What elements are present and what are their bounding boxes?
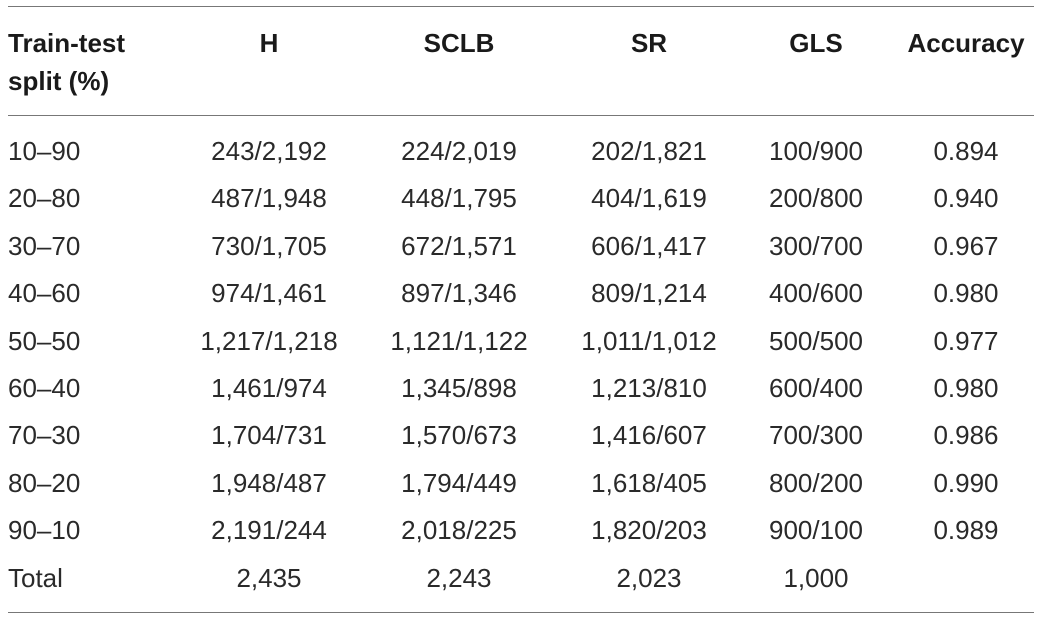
cell-accuracy: 0.989 — [933, 515, 999, 546]
cell-sclb: 224/2,019 — [401, 136, 517, 166]
cell-h: 243/2,192 — [211, 136, 327, 166]
header-sr: SR — [630, 28, 668, 58]
table-row: 70–30 1,704/731 1,570/673 1,416/607 700/… — [0, 412, 1040, 459]
cell-split: 20–80 — [8, 183, 81, 214]
cell-gls: 200/800 — [769, 183, 863, 214]
table-row: 20–80 487/1,948 448/1,795 404/1,619 200/… — [0, 175, 1040, 222]
cell-sclb: 897/1,346 — [401, 278, 517, 309]
cell-sclb: 2,243 — [426, 562, 492, 593]
cell-gls: 900/100 — [769, 515, 863, 546]
bottom-rule — [8, 612, 1034, 613]
cell-sclb: 1,794/449 — [401, 467, 517, 498]
cell-gls: 800/200 — [769, 467, 863, 498]
cell-gls: 300/700 — [769, 230, 863, 261]
cell-accuracy: 0.977 — [933, 325, 999, 356]
table-row: 40–60 974/1,461 897/1,346 809/1,214 400/… — [0, 270, 1040, 317]
table-row: 90–10 2,191/244 2,018/225 1,820/203 900/… — [0, 507, 1040, 554]
cell-sclb: 1,345/898 — [401, 372, 517, 403]
table-row: 60–40 1,461/974 1,345/898 1,213/810 600/… — [0, 365, 1040, 412]
cell-h: 1,461/974 — [211, 372, 327, 403]
cell-split: 80–20 — [8, 467, 81, 498]
header-train-test-split: Train-test split (%) — [8, 28, 126, 96]
table-row: 80–20 1,948/487 1,794/449 1,618/405 800/… — [0, 460, 1040, 507]
cell-sr: 606/1,417 — [591, 230, 707, 261]
cell-sr: 404/1,619 — [591, 183, 707, 214]
cell-split: 30–70 — [8, 230, 81, 261]
cell-sr: 1,416/607 — [591, 420, 707, 451]
cell-h: 487/1,948 — [211, 183, 327, 214]
cell-accuracy: 0.940 — [933, 183, 999, 214]
header-gls: GLS — [789, 28, 843, 58]
cell-sclb: 2,018/225 — [401, 515, 517, 546]
cell-h: 1,948/487 — [211, 467, 327, 498]
cell-h: 2,435 — [236, 562, 302, 593]
cell-sr: 809/1,214 — [591, 278, 707, 309]
cell-sr: 1,820/203 — [591, 515, 707, 546]
cell-accuracy: 0.986 — [933, 420, 999, 451]
cell-accuracy: 0.894 — [933, 136, 999, 166]
top-rule — [8, 6, 1034, 7]
table-row: 30–70 730/1,705 672/1,571 606/1,417 300/… — [0, 223, 1040, 270]
table-body: 10–90 243/2,192 224/2,019 202/1,821 100/… — [0, 128, 1040, 602]
cell-sclb: 1,570/673 — [401, 420, 517, 451]
cell-h: 730/1,705 — [211, 230, 327, 261]
cell-split: 40–60 — [8, 278, 81, 309]
cell-h: 1,217/1,218 — [200, 325, 338, 356]
header-h: H — [259, 28, 279, 58]
cell-sr: 202/1,821 — [591, 136, 707, 166]
cell-gls: 600/400 — [769, 372, 863, 403]
cell-sr: 1,011/1,012 — [581, 325, 717, 356]
cell-split: 10–90 — [8, 136, 81, 166]
cell-split: 50–50 — [8, 325, 81, 356]
header-rule — [8, 115, 1034, 116]
cell-split: 70–30 — [8, 420, 81, 451]
cell-accuracy: 0.990 — [933, 467, 999, 498]
header-sclb: SCLB — [423, 28, 495, 58]
cell-sclb: 672/1,571 — [401, 230, 517, 261]
cell-split: 90–10 — [8, 515, 81, 546]
cell-h: 1,704/731 — [211, 420, 327, 451]
cell-sr: 1,213/810 — [591, 372, 707, 403]
table-header-row: Train-test split (%) H SCLB SR GLS Accur… — [0, 18, 1040, 108]
cell-accuracy: 0.980 — [933, 278, 999, 309]
cell-gls: 100/900 — [769, 136, 863, 166]
cell-split: 60–40 — [8, 372, 81, 403]
header-accuracy: Accuracy — [907, 28, 1025, 58]
cell-sr: 2,023 — [616, 562, 682, 593]
table-row-total: Total 2,435 2,243 2,023 1,000 — [0, 555, 1040, 602]
cell-h: 2,191/244 — [211, 515, 327, 546]
cell-gls: 500/500 — [769, 325, 863, 356]
cell-sr: 1,618/405 — [591, 467, 707, 498]
cell-gls: 700/300 — [769, 420, 863, 451]
cell-accuracy: 0.967 — [933, 230, 999, 261]
cell-gls: 1,000 — [783, 562, 849, 593]
cell-sclb: 448/1,795 — [401, 183, 517, 214]
table-row: 50–50 1,217/1,218 1,121/1,122 1,011/1,01… — [0, 318, 1040, 365]
table-row: 10–90 243/2,192 224/2,019 202/1,821 100/… — [0, 128, 1040, 175]
cell-sclb: 1,121/1,122 — [390, 325, 528, 356]
cell-gls: 400/600 — [769, 278, 863, 309]
cell-accuracy: 0.980 — [933, 372, 999, 403]
cell-split: Total — [8, 562, 63, 593]
cell-h: 974/1,461 — [211, 278, 327, 309]
